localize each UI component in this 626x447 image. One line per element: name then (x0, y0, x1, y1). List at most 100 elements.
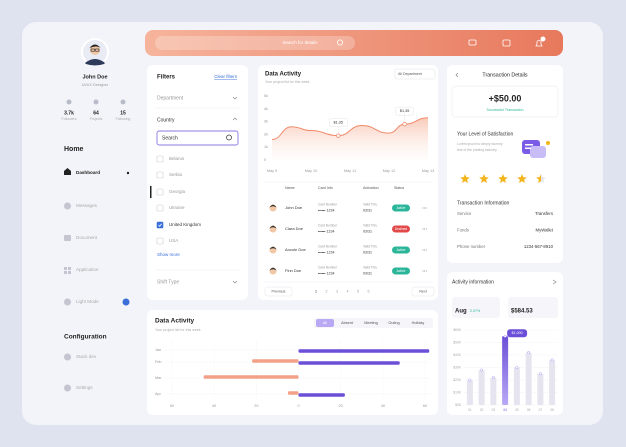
stat-value: 64 (93, 110, 99, 116)
x-tick-label: 60 (423, 404, 427, 408)
tab[interactable]: Meeting (364, 321, 378, 325)
amount-summary-box (508, 297, 558, 318)
page-number[interactable]: 5 (357, 289, 359, 293)
row-menu-dot[interactable] (424, 228, 426, 230)
rating-star (498, 174, 508, 184)
x-tick-label: 08 (550, 408, 554, 412)
row-menu-dot[interactable] (425, 270, 427, 272)
x-tick-label: 02 (480, 408, 484, 412)
bar (298, 393, 345, 397)
row-menu-dot[interactable] (422, 249, 424, 251)
row-label: Card Number (318, 202, 338, 206)
page-number[interactable]: 3 (336, 289, 338, 293)
filter-label[interactable]: Department (157, 95, 184, 101)
row-label: Card Number (318, 223, 338, 227)
amount-box (451, 85, 559, 118)
country-search-icon[interactable] (226, 134, 232, 141)
y-tick-label: $10K (453, 390, 462, 394)
option-label[interactable]: United Kingdom (169, 222, 201, 227)
nav-item[interactable]: Light Mode (76, 299, 99, 304)
checkbox[interactable] (156, 171, 164, 179)
department-dropdown[interactable] (394, 68, 436, 80)
rating-star (517, 174, 527, 184)
show-more[interactable]: Show more (157, 252, 180, 257)
status-text: Active (397, 269, 406, 273)
tab[interactable]: Outing (388, 321, 399, 325)
dropdown-label[interactable]: All Department (398, 72, 422, 76)
point (336, 133, 341, 138)
bar (287, 391, 299, 395)
x-tick-label: 40 (212, 404, 216, 408)
page-number[interactable]: 6 (368, 289, 370, 293)
search-field[interactable] (155, 36, 355, 50)
bar-cap (515, 366, 519, 369)
page-number[interactable]: 4 (347, 289, 349, 293)
row-menu-dot[interactable] (424, 249, 426, 251)
row-menu-dot[interactable] (425, 207, 427, 209)
page-number[interactable]: 2 (326, 289, 328, 293)
row-avatar-hair (269, 267, 277, 271)
next-label[interactable]: Next (419, 289, 426, 293)
tab[interactable]: Absent (341, 321, 354, 325)
row-menu-dot[interactable] (424, 270, 426, 272)
nav-item[interactable]: Settings (76, 385, 93, 390)
bar (490, 377, 497, 405)
dividers (155, 107, 433, 283)
nav-item[interactable]: Messages (76, 203, 98, 208)
bar-cap (491, 376, 495, 379)
x-tick-label: 06 (527, 408, 531, 412)
nav-item[interactable]: Document (76, 235, 98, 240)
nav-item[interactable]: Stack dev (76, 354, 97, 359)
x-tick-label: 0 (297, 404, 299, 408)
filter-label[interactable]: Country (157, 117, 175, 123)
info-label: Funds (457, 228, 469, 233)
checkbox[interactable] (156, 204, 164, 212)
filter-label[interactable]: Shift Type (157, 279, 179, 285)
option-label[interactable]: Serbia (169, 172, 183, 177)
checkbox[interactable] (156, 237, 164, 245)
row-valid: 03/31 (363, 208, 372, 212)
option-label[interactable]: Georgia (169, 189, 186, 194)
option-label[interactable]: Ukraine (169, 205, 185, 210)
annotation-box (329, 118, 348, 127)
page-number[interactable]: 1 (315, 289, 317, 293)
checkbox[interactable] (156, 221, 164, 229)
bar (525, 352, 532, 405)
tab[interactable]: Holiday (412, 321, 425, 325)
search-icon[interactable] (336, 39, 343, 46)
option-label[interactable]: USA (169, 238, 178, 243)
row-label: Valid Thru (363, 265, 377, 269)
nav-item[interactable]: Application (76, 267, 99, 272)
row-menu-dot[interactable] (422, 207, 424, 209)
row-menu-dot[interactable] (425, 249, 427, 251)
checkbox[interactable] (156, 155, 164, 163)
country-search[interactable] (156, 130, 239, 146)
row-avatar-hair (269, 204, 277, 208)
row-menu-dot[interactable] (422, 228, 424, 230)
option-label[interactable]: Belarus (169, 156, 185, 161)
row-avatar-hair (269, 225, 277, 229)
row-label: Valid Thru (363, 202, 377, 206)
next-button[interactable] (411, 286, 435, 297)
rating-star (479, 174, 489, 184)
tab-active[interactable] (316, 319, 334, 327)
y-tick-label: 2k (264, 132, 268, 136)
satisfaction-text: text of the printing industry (457, 148, 497, 152)
previous-label[interactable]: Previous (272, 289, 286, 293)
chevrons[interactable] (232, 72, 557, 285)
clear-filters[interactable]: Clear filters (214, 74, 238, 79)
row-menu-dot[interactable] (422, 270, 424, 272)
top-icons[interactable] (468, 39, 543, 47)
nav-item[interactable]: Dashboard (76, 170, 100, 175)
search-placeholder[interactable]: Search for details (282, 40, 318, 45)
checkbox[interactable] (156, 188, 164, 196)
previous-button[interactable] (264, 286, 293, 297)
x-tick-label: May 9 (267, 169, 277, 173)
row-menu-dot[interactable] (425, 228, 427, 230)
bar (252, 359, 299, 363)
tab[interactable]: All (323, 321, 327, 325)
chart-subtitle: Your project list for this week (265, 80, 310, 84)
search-input[interactable]: Search (162, 135, 178, 141)
y-tick-label: 0 (264, 158, 266, 162)
row-menu-dot[interactable] (424, 207, 426, 209)
